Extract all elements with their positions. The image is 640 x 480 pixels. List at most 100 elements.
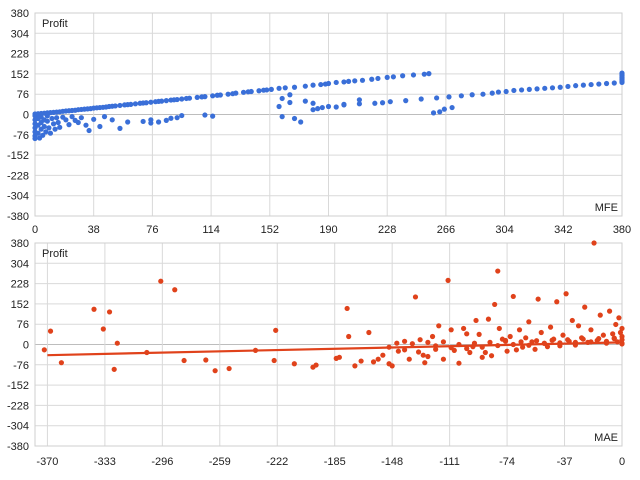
data-point xyxy=(158,278,164,284)
data-point xyxy=(467,349,473,356)
data-point xyxy=(109,117,115,123)
data-point xyxy=(252,347,259,353)
data-point xyxy=(425,353,431,360)
data-point xyxy=(91,306,97,312)
data-point xyxy=(513,347,520,353)
x-tick-label: -111 xyxy=(439,456,459,468)
data-point xyxy=(310,107,316,113)
data-point xyxy=(429,333,436,340)
data-point xyxy=(217,92,223,98)
data-point xyxy=(86,127,92,134)
y-tick-label: 228 xyxy=(11,49,29,61)
data-point xyxy=(613,321,619,328)
x-tick-label: -259 xyxy=(209,456,231,468)
data-point xyxy=(356,97,362,103)
x-tick-label: 304 xyxy=(495,224,513,236)
data-point xyxy=(179,96,185,102)
data-point xyxy=(418,96,424,102)
data-point xyxy=(83,122,89,128)
data-point xyxy=(394,340,400,346)
x-tick-label: -222 xyxy=(266,456,288,468)
data-point xyxy=(619,337,625,343)
data-point xyxy=(112,103,118,109)
y-tick-label: -304 xyxy=(7,421,29,433)
data-point xyxy=(341,79,347,85)
data-point xyxy=(375,75,381,82)
data-point xyxy=(375,356,381,362)
data-point xyxy=(563,291,569,297)
data-point xyxy=(611,80,617,86)
data-point xyxy=(526,319,532,325)
data-point xyxy=(117,102,123,109)
data-point xyxy=(125,119,131,125)
data-point xyxy=(422,360,428,366)
data-point xyxy=(163,117,169,123)
data-point xyxy=(534,86,540,92)
x-tick-label: 190 xyxy=(319,224,337,236)
y-tick-label: 152 xyxy=(11,69,29,81)
data-point xyxy=(449,104,455,111)
data-point xyxy=(456,341,462,348)
data-point xyxy=(336,354,342,360)
data-point xyxy=(529,339,535,345)
y-tick-label: -304 xyxy=(7,191,29,203)
data-point xyxy=(69,114,75,120)
data-point xyxy=(557,84,563,90)
data-point xyxy=(148,99,154,105)
y-tick-label: 0 xyxy=(23,110,29,122)
data-point xyxy=(448,327,454,333)
data-point xyxy=(41,123,47,130)
x-tick-label: -148 xyxy=(381,456,403,468)
data-point xyxy=(202,112,208,118)
data-point xyxy=(210,113,216,119)
data-point xyxy=(57,124,63,130)
data-point xyxy=(464,345,470,352)
data-point xyxy=(436,323,442,329)
data-point xyxy=(425,339,431,345)
data-point xyxy=(538,329,544,336)
data-point xyxy=(66,122,72,128)
data-point xyxy=(406,356,412,362)
trend-line xyxy=(47,341,623,357)
data-point xyxy=(47,328,54,334)
data-point xyxy=(518,87,525,93)
data-point xyxy=(611,335,617,341)
data-point xyxy=(430,110,437,116)
data-point xyxy=(485,316,492,322)
data-point xyxy=(203,357,209,363)
x-tick-label: -74 xyxy=(499,456,515,468)
data-point xyxy=(159,98,165,104)
data-point xyxy=(117,125,123,131)
data-point xyxy=(446,94,452,100)
data-point xyxy=(366,329,372,336)
data-point xyxy=(479,344,485,350)
y-axis-label: Profit xyxy=(42,248,68,260)
data-point xyxy=(496,325,502,332)
data-point xyxy=(352,78,358,84)
data-point xyxy=(310,82,316,88)
data-point xyxy=(617,329,624,336)
data-point xyxy=(420,352,426,358)
data-point xyxy=(202,94,208,100)
data-point xyxy=(489,90,495,96)
data-point xyxy=(572,339,579,345)
data-point xyxy=(619,325,625,332)
data-point xyxy=(492,301,498,308)
x-tick-label: 38 xyxy=(88,224,100,236)
data-point xyxy=(276,103,282,110)
data-point xyxy=(610,331,616,337)
data-point xyxy=(40,132,46,138)
y-axis-label: Profit xyxy=(42,18,68,30)
data-point xyxy=(276,85,282,91)
y-tick-label: 0 xyxy=(23,340,29,352)
data-point xyxy=(356,101,362,107)
data-point xyxy=(495,342,501,349)
data-point xyxy=(510,293,516,300)
data-point xyxy=(97,123,103,130)
data-point xyxy=(226,365,232,372)
data-point xyxy=(535,296,541,302)
data-point xyxy=(315,106,321,112)
